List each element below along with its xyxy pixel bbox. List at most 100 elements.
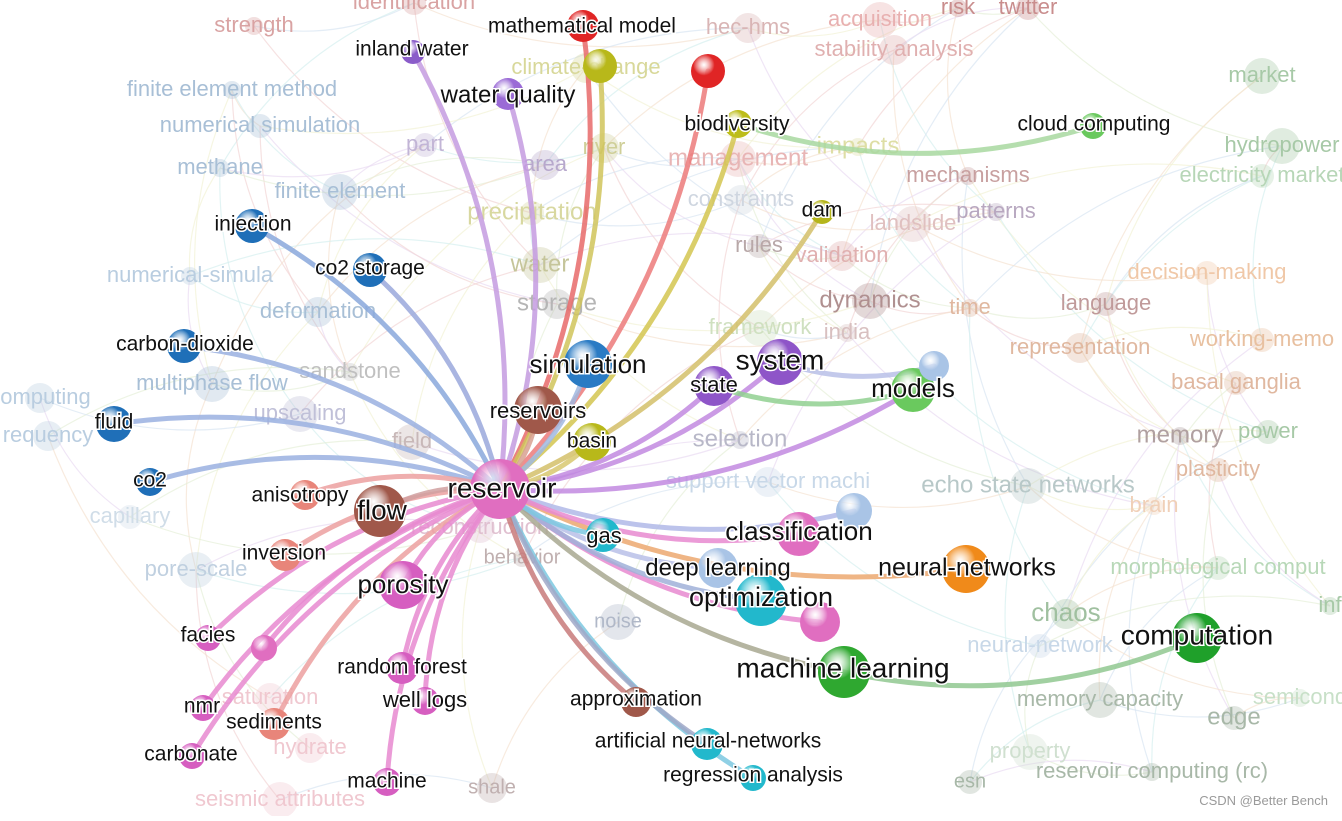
classification-label[interactable]: classification [724, 514, 874, 547]
inversion-node[interactable] [269, 539, 301, 571]
background-edge [339, 144, 426, 193]
machine-label[interactable]: machine [346, 768, 428, 794]
random-forest-node[interactable] [386, 652, 418, 684]
ann-label[interactable]: artificial neural-networks [593, 728, 822, 754]
reservoirs-node[interactable] [514, 386, 562, 434]
sediments-node[interactable] [258, 708, 290, 740]
carbon-dioxide-node[interactable] [167, 329, 201, 363]
approximation-label[interactable]: approximation [569, 686, 704, 712]
neural-networks-label[interactable]: neural-networks [877, 552, 1058, 583]
classification-node[interactable] [777, 512, 821, 556]
injection-node[interactable] [235, 209, 269, 243]
machine-learning-node[interactable] [818, 646, 870, 698]
inland-water-node[interactable] [401, 40, 425, 64]
sediments-label[interactable]: sediments [225, 709, 324, 735]
inversion-label[interactable]: inversion [240, 540, 327, 566]
models-node[interactable] [891, 368, 935, 412]
random-forest-label[interactable]: random forest [336, 654, 469, 680]
nmr-node[interactable] [190, 695, 216, 721]
inland-water-label[interactable]: inland water [354, 36, 470, 62]
co2-node[interactable] [136, 468, 164, 496]
anisotropy-label[interactable]: anisotropy [250, 482, 350, 508]
carbonate-label[interactable]: carbonate [143, 741, 239, 767]
co2-label[interactable]: co2 [132, 467, 169, 493]
gas-node[interactable] [586, 518, 620, 552]
mathematical-model-label[interactable]: mathematical model [487, 13, 678, 39]
background-edge [1039, 595, 1331, 647]
nmr-label[interactable]: nmr [182, 693, 221, 719]
optimization-pink-node[interactable] [800, 602, 840, 642]
facies-2-node[interactable] [251, 635, 277, 661]
background-edge [1179, 435, 1331, 607]
system-label[interactable]: system [734, 343, 826, 377]
climate-change-node-node[interactable] [583, 49, 617, 83]
identification-bubble [402, 0, 426, 15]
optimization-node[interactable] [735, 574, 787, 626]
edge-state-models [711, 383, 916, 407]
well-logs-label[interactable]: well logs [380, 685, 468, 713]
carbonate-node[interactable] [179, 743, 205, 769]
facies-label[interactable]: facies [179, 622, 237, 648]
dam-label[interactable]: dam [800, 197, 844, 223]
models-blue-node[interactable] [919, 351, 949, 381]
background-edge [424, 144, 605, 164]
injection-label[interactable]: injection [213, 211, 293, 237]
cloud-computing-label[interactable]: cloud computing [1016, 111, 1172, 137]
anisotropy-node[interactable] [290, 480, 320, 510]
state-label[interactable]: state [689, 370, 740, 398]
water-quality-node[interactable] [492, 78, 524, 110]
fluid-node[interactable] [96, 406, 132, 442]
water-quality-label[interactable]: water quality [438, 80, 577, 110]
dam-node[interactable] [810, 200, 834, 224]
memory-label: memory [1137, 421, 1224, 448]
regression-analysis-label[interactable]: regression analysis [662, 762, 845, 788]
models-label[interactable]: models [870, 371, 957, 404]
background-edge [759, 327, 848, 340]
simulation-node[interactable] [564, 340, 612, 388]
edge-reservoir-biodiversity [497, 121, 741, 492]
optimization-label[interactable]: optimization [687, 581, 834, 614]
biodiversity-label[interactable]: biodiversity [683, 111, 792, 137]
validation-label: validation [796, 242, 889, 267]
regression-analysis-node[interactable] [740, 765, 766, 791]
co2-storage-label[interactable]: co2 storage [314, 255, 427, 281]
reservoirs-label[interactable]: reservoirs [488, 396, 588, 424]
approximation-node[interactable] [621, 687, 651, 717]
simulation-label[interactable]: simulation [528, 347, 648, 380]
reservoir-node[interactable] [470, 459, 530, 519]
red-hub-node[interactable] [691, 54, 725, 88]
deep-learning-node[interactable] [698, 548, 738, 588]
flow-node[interactable] [354, 485, 406, 537]
basin-label[interactable]: basin [565, 428, 618, 454]
machine-learning-label[interactable]: machine learning [735, 651, 951, 685]
electricity-market-label: electricity market [1179, 162, 1342, 187]
hydropower-label: hydropower [1225, 132, 1340, 157]
flow-label[interactable]: flow [356, 493, 410, 527]
system-node[interactable] [757, 339, 803, 385]
neural-networks-node[interactable] [942, 545, 990, 593]
cloud-computing-node[interactable] [1080, 113, 1106, 139]
porosity-node[interactable] [379, 561, 427, 609]
machine-node[interactable] [373, 768, 401, 796]
porosity-label[interactable]: porosity [356, 567, 450, 600]
ann-node[interactable] [691, 728, 723, 760]
biodiversity-node[interactable] [724, 110, 752, 138]
computation-node[interactable] [1172, 613, 1222, 663]
plasticity-bubble [1206, 458, 1230, 482]
power-label: power [1238, 418, 1298, 443]
facies-node[interactable] [195, 625, 221, 651]
mathematical-model-node[interactable] [567, 10, 599, 42]
carbon-dioxide-label[interactable]: carbon-dioxide [115, 331, 256, 357]
co2-storage-node[interactable] [353, 253, 387, 287]
basin-node[interactable] [573, 423, 611, 461]
svm-node-node[interactable] [836, 493, 872, 529]
fluid-label[interactable]: fluid [93, 409, 135, 435]
computation-label[interactable]: computation [1119, 618, 1275, 652]
well-logs-node[interactable] [411, 687, 439, 715]
gas-label[interactable]: gas [585, 521, 623, 549]
state-node[interactable] [694, 366, 734, 406]
deep-learning-label[interactable]: deep learning [644, 553, 792, 583]
reservoir-label[interactable]: reservoir [446, 471, 558, 505]
background-edge [231, 89, 341, 193]
